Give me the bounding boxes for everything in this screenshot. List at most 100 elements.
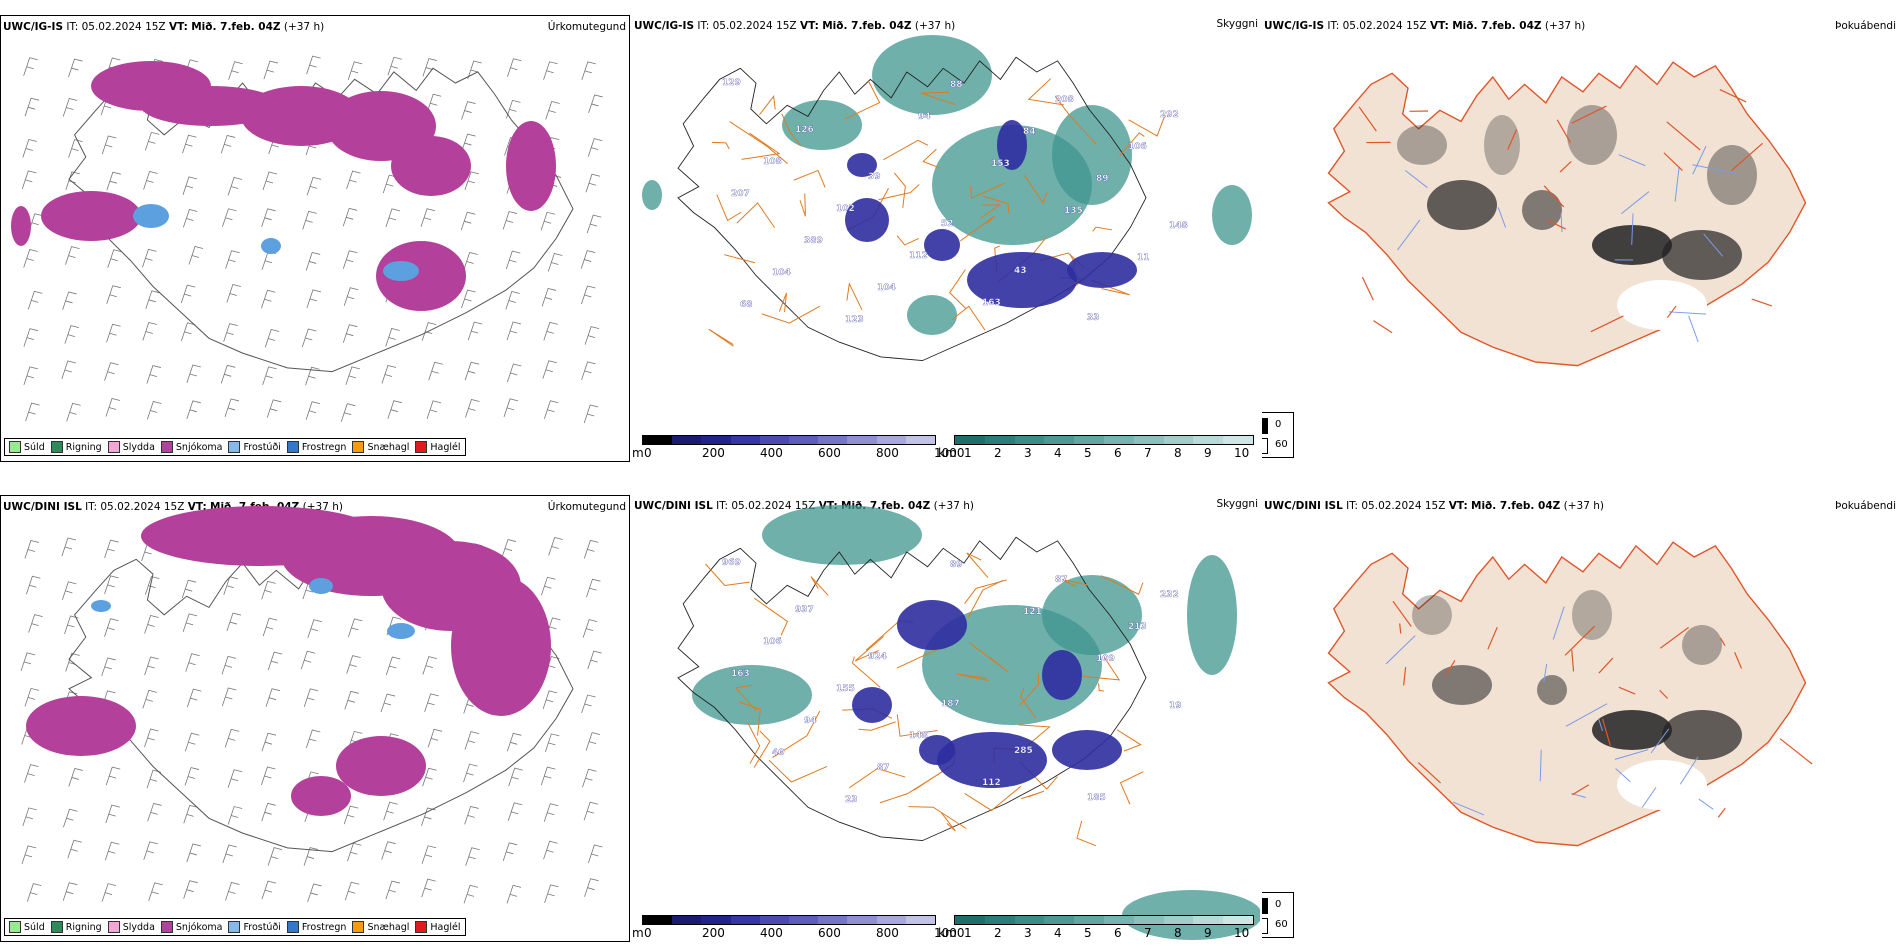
- wind-barb: [24, 540, 40, 559]
- wind-barb: [307, 883, 322, 903]
- wind-barb: [502, 211, 518, 230]
- colorbar-tick: 600: [818, 446, 841, 460]
- wind-barb: [586, 214, 602, 234]
- colorbar-tick: 5: [1084, 926, 1092, 940]
- colorbar-tick: 7: [1144, 446, 1152, 460]
- visibility-map-svg: 129 126 39 52 43 33 292 108 102 112 163 208 106 207 38…: [642, 35, 1252, 362]
- road-line: [846, 282, 863, 311]
- panel-title: Skyggni: [1216, 498, 1259, 510]
- panel-title: Þokuábendi: [1835, 500, 1896, 512]
- legend-label: Frostregn: [301, 441, 347, 453]
- river-line: [1692, 164, 1738, 175]
- ceiling-label: 285: [1014, 746, 1033, 756]
- wind-barb: [105, 804, 120, 824]
- road-line: [772, 710, 821, 758]
- wind-barb: [342, 324, 358, 343]
- wind-barb: [222, 208, 237, 227]
- wind-barb: [188, 245, 204, 265]
- ceiling-label: 87: [1055, 575, 1068, 585]
- wind-barb: [267, 651, 283, 671]
- wind-barb: [264, 329, 280, 348]
- road-line: [741, 132, 781, 160]
- wind-barb: [180, 284, 196, 304]
- road-line: [966, 552, 989, 578]
- colorbar-tick: 8: [1174, 446, 1182, 460]
- road-line: [1119, 132, 1145, 157]
- legend-item: Frostúði: [228, 441, 281, 453]
- road-line: [1659, 689, 1669, 699]
- colorbar-cell: [759, 916, 790, 924]
- wind-barb: [543, 400, 559, 419]
- colorbar-cell: [759, 436, 790, 444]
- precip-legend: Súld Rigning Slydda Snjókoma Frostúði Frostre…: [4, 438, 466, 456]
- wind-barb: [506, 732, 522, 752]
- road-line: [1779, 738, 1813, 765]
- fog-area: [1572, 590, 1612, 640]
- wind-barb: [104, 539, 119, 559]
- road-line: [1663, 152, 1683, 171]
- ceiling-label: 40: [772, 748, 785, 758]
- low-visibility-area: [782, 100, 862, 150]
- frost-area: [383, 261, 419, 281]
- ceiling-colorbar: [642, 435, 936, 445]
- colorbar-cell: [789, 916, 819, 924]
- river-line: [1641, 787, 1657, 808]
- colorbar-tick: 9: [1204, 926, 1212, 940]
- road-line: [768, 759, 828, 783]
- wind-barb: [387, 56, 403, 76]
- wind-barb: [542, 690, 558, 710]
- wind-barb: [346, 170, 361, 190]
- wind-barb: [461, 289, 476, 309]
- wind-barb: [467, 60, 482, 80]
- road-line: [967, 580, 1004, 618]
- wind-barb: [261, 580, 276, 600]
- road-line: [1590, 315, 1624, 333]
- wind-barb: [426, 93, 442, 113]
- legend-swatch: [160, 441, 173, 453]
- wind-barb: [387, 400, 402, 419]
- legend-item: Snjókoma: [160, 441, 222, 453]
- road-line: [1392, 600, 1412, 627]
- wind-barb: [261, 732, 277, 752]
- colorbar-tick: 400: [760, 446, 783, 460]
- legend-swatch: [415, 441, 428, 453]
- wind-barb: [503, 398, 519, 417]
- fog-swatch-60: [1262, 438, 1268, 454]
- ceiling-label: 185: [1087, 793, 1106, 803]
- wind-barb: [144, 615, 159, 634]
- wind-barb: [101, 657, 116, 677]
- wind-barb: [507, 58, 522, 77]
- road-line: [747, 722, 761, 764]
- wind-barb: [427, 728, 443, 748]
- road-line: [1601, 718, 1611, 746]
- colorbar-cell: [1163, 436, 1194, 444]
- colorbar-cell: [1074, 916, 1104, 924]
- map-header: UWC/IG-IS IT: 05.02.2024 15Z VT: Mið. 7.…: [3, 21, 325, 33]
- wind-barb: [305, 401, 321, 420]
- ceiling-label: 129: [722, 78, 741, 88]
- wind-barb: [186, 400, 201, 419]
- colorbar-cell: [730, 916, 760, 924]
- wind-barb: [182, 176, 198, 195]
- ceiling-label: 84: [1023, 127, 1036, 137]
- wind-barb: [105, 766, 121, 786]
- wind-barb: [220, 134, 236, 154]
- colorbar-cell: [955, 916, 985, 924]
- fog-area: [1707, 145, 1757, 205]
- fog-area: [1397, 125, 1447, 165]
- colorbar-tick: 200: [702, 926, 725, 940]
- wind-barb: [347, 842, 362, 862]
- road-line: [1092, 226, 1113, 232]
- legend-item: Frostregn: [286, 441, 347, 453]
- wind-barb: [146, 401, 162, 420]
- low-visibility-area: [1212, 185, 1252, 245]
- ceiling-label: 969: [722, 558, 741, 568]
- wind-barb: [588, 94, 603, 114]
- road-line: [1116, 729, 1142, 752]
- wind-barb: [543, 61, 558, 80]
- wind-barb: [428, 361, 443, 381]
- legend-item: Rigning: [50, 921, 102, 933]
- river-line: [1703, 233, 1724, 257]
- ceiling-label: 23: [845, 795, 858, 805]
- low-visibility-area: [1052, 105, 1132, 205]
